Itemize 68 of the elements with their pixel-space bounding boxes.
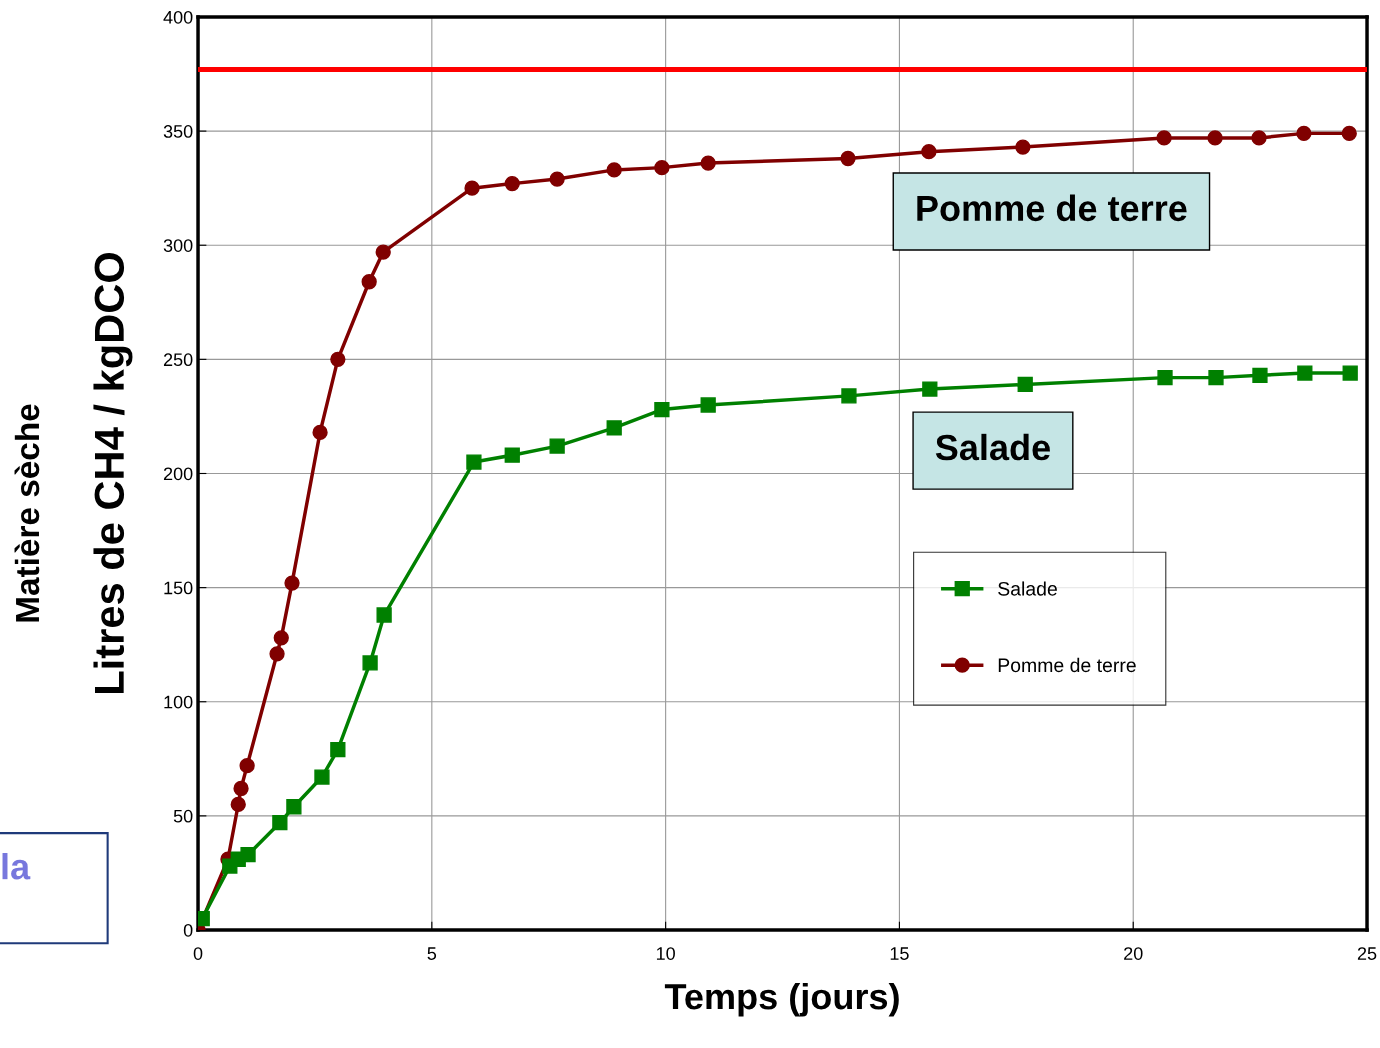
x-tick-label: 10 bbox=[656, 947, 675, 960]
point bbox=[504, 447, 520, 463]
point bbox=[240, 847, 256, 863]
point bbox=[233, 780, 249, 797]
point bbox=[1017, 376, 1033, 393]
x-tick-label: 20 bbox=[1124, 947, 1143, 960]
annotation: Salade bbox=[935, 433, 1050, 461]
point bbox=[361, 274, 377, 290]
point bbox=[654, 159, 670, 176]
point bbox=[654, 401, 670, 418]
point bbox=[1296, 125, 1312, 142]
point bbox=[841, 388, 857, 404]
point bbox=[1297, 365, 1313, 381]
x-tick-label: 25 bbox=[1357, 947, 1377, 960]
legend-label: Salade bbox=[998, 581, 1057, 596]
point bbox=[921, 144, 937, 160]
point bbox=[272, 815, 288, 831]
point bbox=[1207, 130, 1223, 146]
point bbox=[840, 150, 856, 167]
point bbox=[606, 162, 622, 178]
y-tick-label: 250 bbox=[163, 353, 193, 367]
point bbox=[1156, 130, 1172, 146]
y-tick-label: 100 bbox=[164, 695, 193, 709]
point bbox=[606, 420, 622, 436]
point bbox=[314, 769, 330, 785]
point bbox=[1341, 125, 1357, 142]
point bbox=[330, 742, 346, 758]
point bbox=[700, 397, 716, 413]
point bbox=[700, 155, 716, 171]
x-axis-title: Temps (jours) bbox=[664, 982, 899, 1017]
annotation: Pomme de terre bbox=[917, 194, 1187, 222]
point bbox=[1157, 369, 1173, 386]
y-tick-label: 400 bbox=[163, 10, 193, 24]
text: la bbox=[2, 853, 31, 880]
point bbox=[466, 454, 482, 470]
y-tick-label: 0 bbox=[183, 923, 193, 937]
y-axis-title: Litres de CH4 / kgDCO bbox=[93, 252, 133, 693]
point bbox=[504, 175, 520, 192]
x-tick-label: 15 bbox=[890, 947, 909, 960]
y-tick-label: 150 bbox=[164, 581, 193, 595]
x-tick-label: 0 bbox=[193, 947, 203, 960]
point bbox=[269, 646, 285, 662]
legend-label: Pomme de terre bbox=[998, 657, 1136, 673]
point bbox=[1015, 139, 1031, 155]
point bbox=[376, 607, 392, 623]
point bbox=[312, 424, 328, 441]
point bbox=[230, 796, 246, 813]
point bbox=[549, 171, 565, 187]
text: Matière sèche bbox=[14, 404, 40, 622]
point bbox=[284, 575, 300, 591]
point bbox=[375, 244, 391, 260]
point bbox=[286, 799, 302, 815]
point bbox=[1208, 369, 1224, 386]
y-tick-label: 50 bbox=[173, 809, 193, 823]
point bbox=[1342, 365, 1358, 381]
point bbox=[362, 655, 378, 671]
point bbox=[1252, 367, 1268, 383]
y-tick-label: 300 bbox=[163, 239, 193, 252]
x-tick-label: 5 bbox=[427, 947, 437, 960]
point bbox=[1251, 130, 1267, 146]
point bbox=[273, 630, 289, 646]
point bbox=[549, 438, 565, 454]
point bbox=[330, 351, 346, 367]
point bbox=[464, 180, 480, 196]
point bbox=[922, 381, 938, 397]
point bbox=[239, 758, 255, 774]
y-tick-label: 350 bbox=[163, 125, 193, 138]
y-tick-label: 200 bbox=[163, 467, 193, 481]
